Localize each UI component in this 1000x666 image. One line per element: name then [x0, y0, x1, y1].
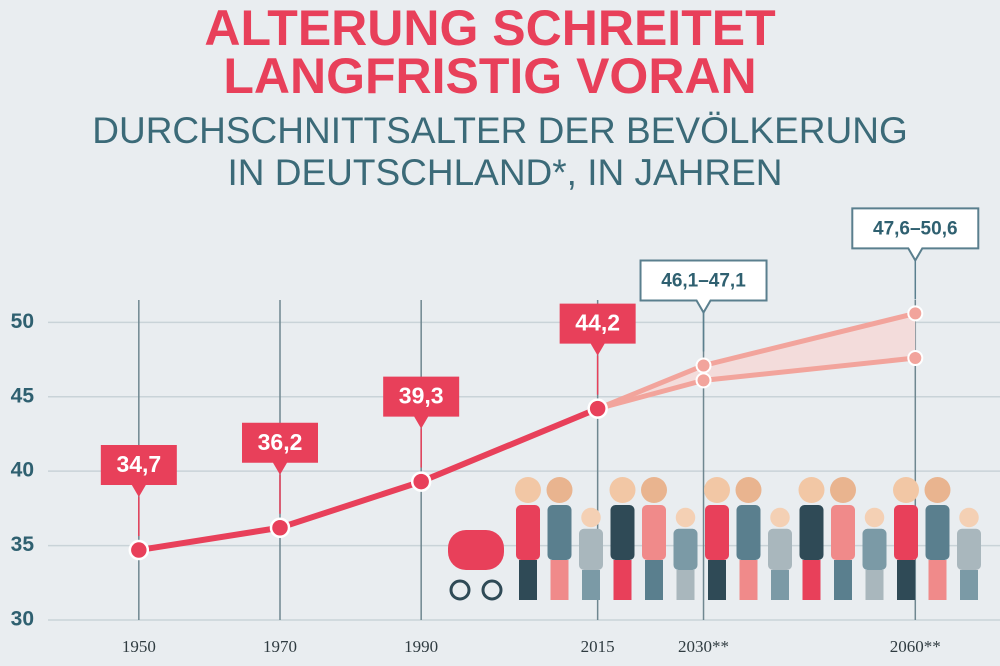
data-label: 36,2: [258, 429, 303, 455]
data-label: 44,2: [575, 310, 620, 336]
projection-point: [695, 372, 712, 389]
data-label: 39,3: [399, 383, 444, 409]
y-tick-label: 50: [11, 310, 34, 333]
x-tick-label: 2060**: [890, 637, 941, 656]
chart-subtitle: DURCHSCHNITTSALTER DER BEVÖLKERUNG: [92, 110, 907, 151]
point: [410, 471, 432, 492]
person-head: [924, 477, 951, 503]
person-head: [735, 477, 762, 503]
person-body: [642, 505, 666, 560]
person-legs: [582, 570, 600, 600]
pram-wheel: [449, 579, 471, 601]
data-label: 34,7: [116, 451, 161, 477]
chart-subtitle: IN DEUTSCHLAND*, IN JAHREN: [227, 152, 782, 193]
person-body: [579, 528, 603, 570]
person-head: [515, 477, 541, 503]
point: [128, 539, 150, 561]
person-legs: [645, 560, 663, 600]
person-head: [770, 507, 790, 528]
person-head: [675, 507, 696, 528]
callout-box: [851, 207, 980, 263]
callout-box: [639, 259, 768, 315]
person-head: [641, 477, 667, 503]
person-head: [959, 507, 979, 528]
x-tick-label: 1970: [263, 637, 297, 656]
person-legs: [739, 560, 758, 600]
person-legs: [897, 560, 915, 600]
person-body: [705, 505, 729, 560]
person-body: [862, 528, 887, 570]
point: [587, 398, 608, 419]
person-head: [609, 477, 636, 503]
person-legs: [613, 560, 632, 600]
x-tick-label: 1990: [404, 637, 438, 656]
person-body: [925, 505, 950, 560]
pram-wheel: [481, 579, 503, 601]
person-legs: [834, 560, 852, 600]
data-label: 46,1–47,1: [661, 271, 746, 292]
projection-point: [907, 350, 924, 367]
person-legs: [519, 560, 537, 600]
person-head: [581, 507, 601, 528]
people-illustration: [448, 477, 981, 601]
person-legs: [802, 560, 821, 600]
person-body: [610, 505, 635, 560]
y-tick-label: 45: [11, 384, 35, 407]
person-head: [893, 477, 919, 503]
projection-point: [907, 305, 924, 322]
person-legs: [771, 570, 789, 600]
person-legs: [928, 560, 947, 600]
callout-box: [383, 376, 460, 429]
projection-band: [597, 313, 916, 409]
projection-point: [695, 357, 712, 374]
person-legs: [960, 570, 978, 600]
person-body: [547, 505, 572, 560]
y-tick-label: 40: [11, 459, 34, 482]
person-body: [894, 505, 918, 560]
person-body: [831, 505, 855, 560]
person-head: [704, 477, 730, 503]
person-head: [798, 477, 825, 503]
person-head: [830, 477, 856, 503]
person-body: [673, 528, 698, 570]
x-tick-label: 1950: [122, 637, 156, 656]
y-tick-label: 35: [11, 533, 35, 556]
data-label: 47,6–50,6: [873, 218, 958, 239]
callout-box: [100, 445, 177, 498]
person-legs: [676, 570, 695, 600]
callout-box: [559, 303, 636, 356]
person-legs: [550, 560, 569, 600]
person-body: [957, 528, 981, 570]
person-body: [799, 505, 824, 560]
callout-box: [242, 422, 318, 475]
person-head: [546, 477, 573, 503]
person-body: [768, 528, 792, 570]
person-head: [864, 507, 885, 528]
y-tick-label: 30: [11, 608, 34, 631]
line: [138, 405, 599, 554]
person-legs: [865, 570, 884, 600]
chart-title: ALTERUNG SCHREITET: [204, 0, 775, 56]
chart-title: LANGFRISTIG VORAN: [223, 48, 756, 104]
person-body: [736, 505, 761, 560]
x-tick-label: 2015: [581, 637, 615, 656]
point: [269, 517, 291, 538]
person-body: [516, 505, 540, 560]
plot: 46,1–47,1 47,6–50,6 34,7 36,2 39,3 44,2: [100, 207, 980, 561]
x-tick-label: 2030**: [678, 637, 729, 656]
person-legs: [708, 560, 726, 600]
pram: [448, 530, 504, 570]
